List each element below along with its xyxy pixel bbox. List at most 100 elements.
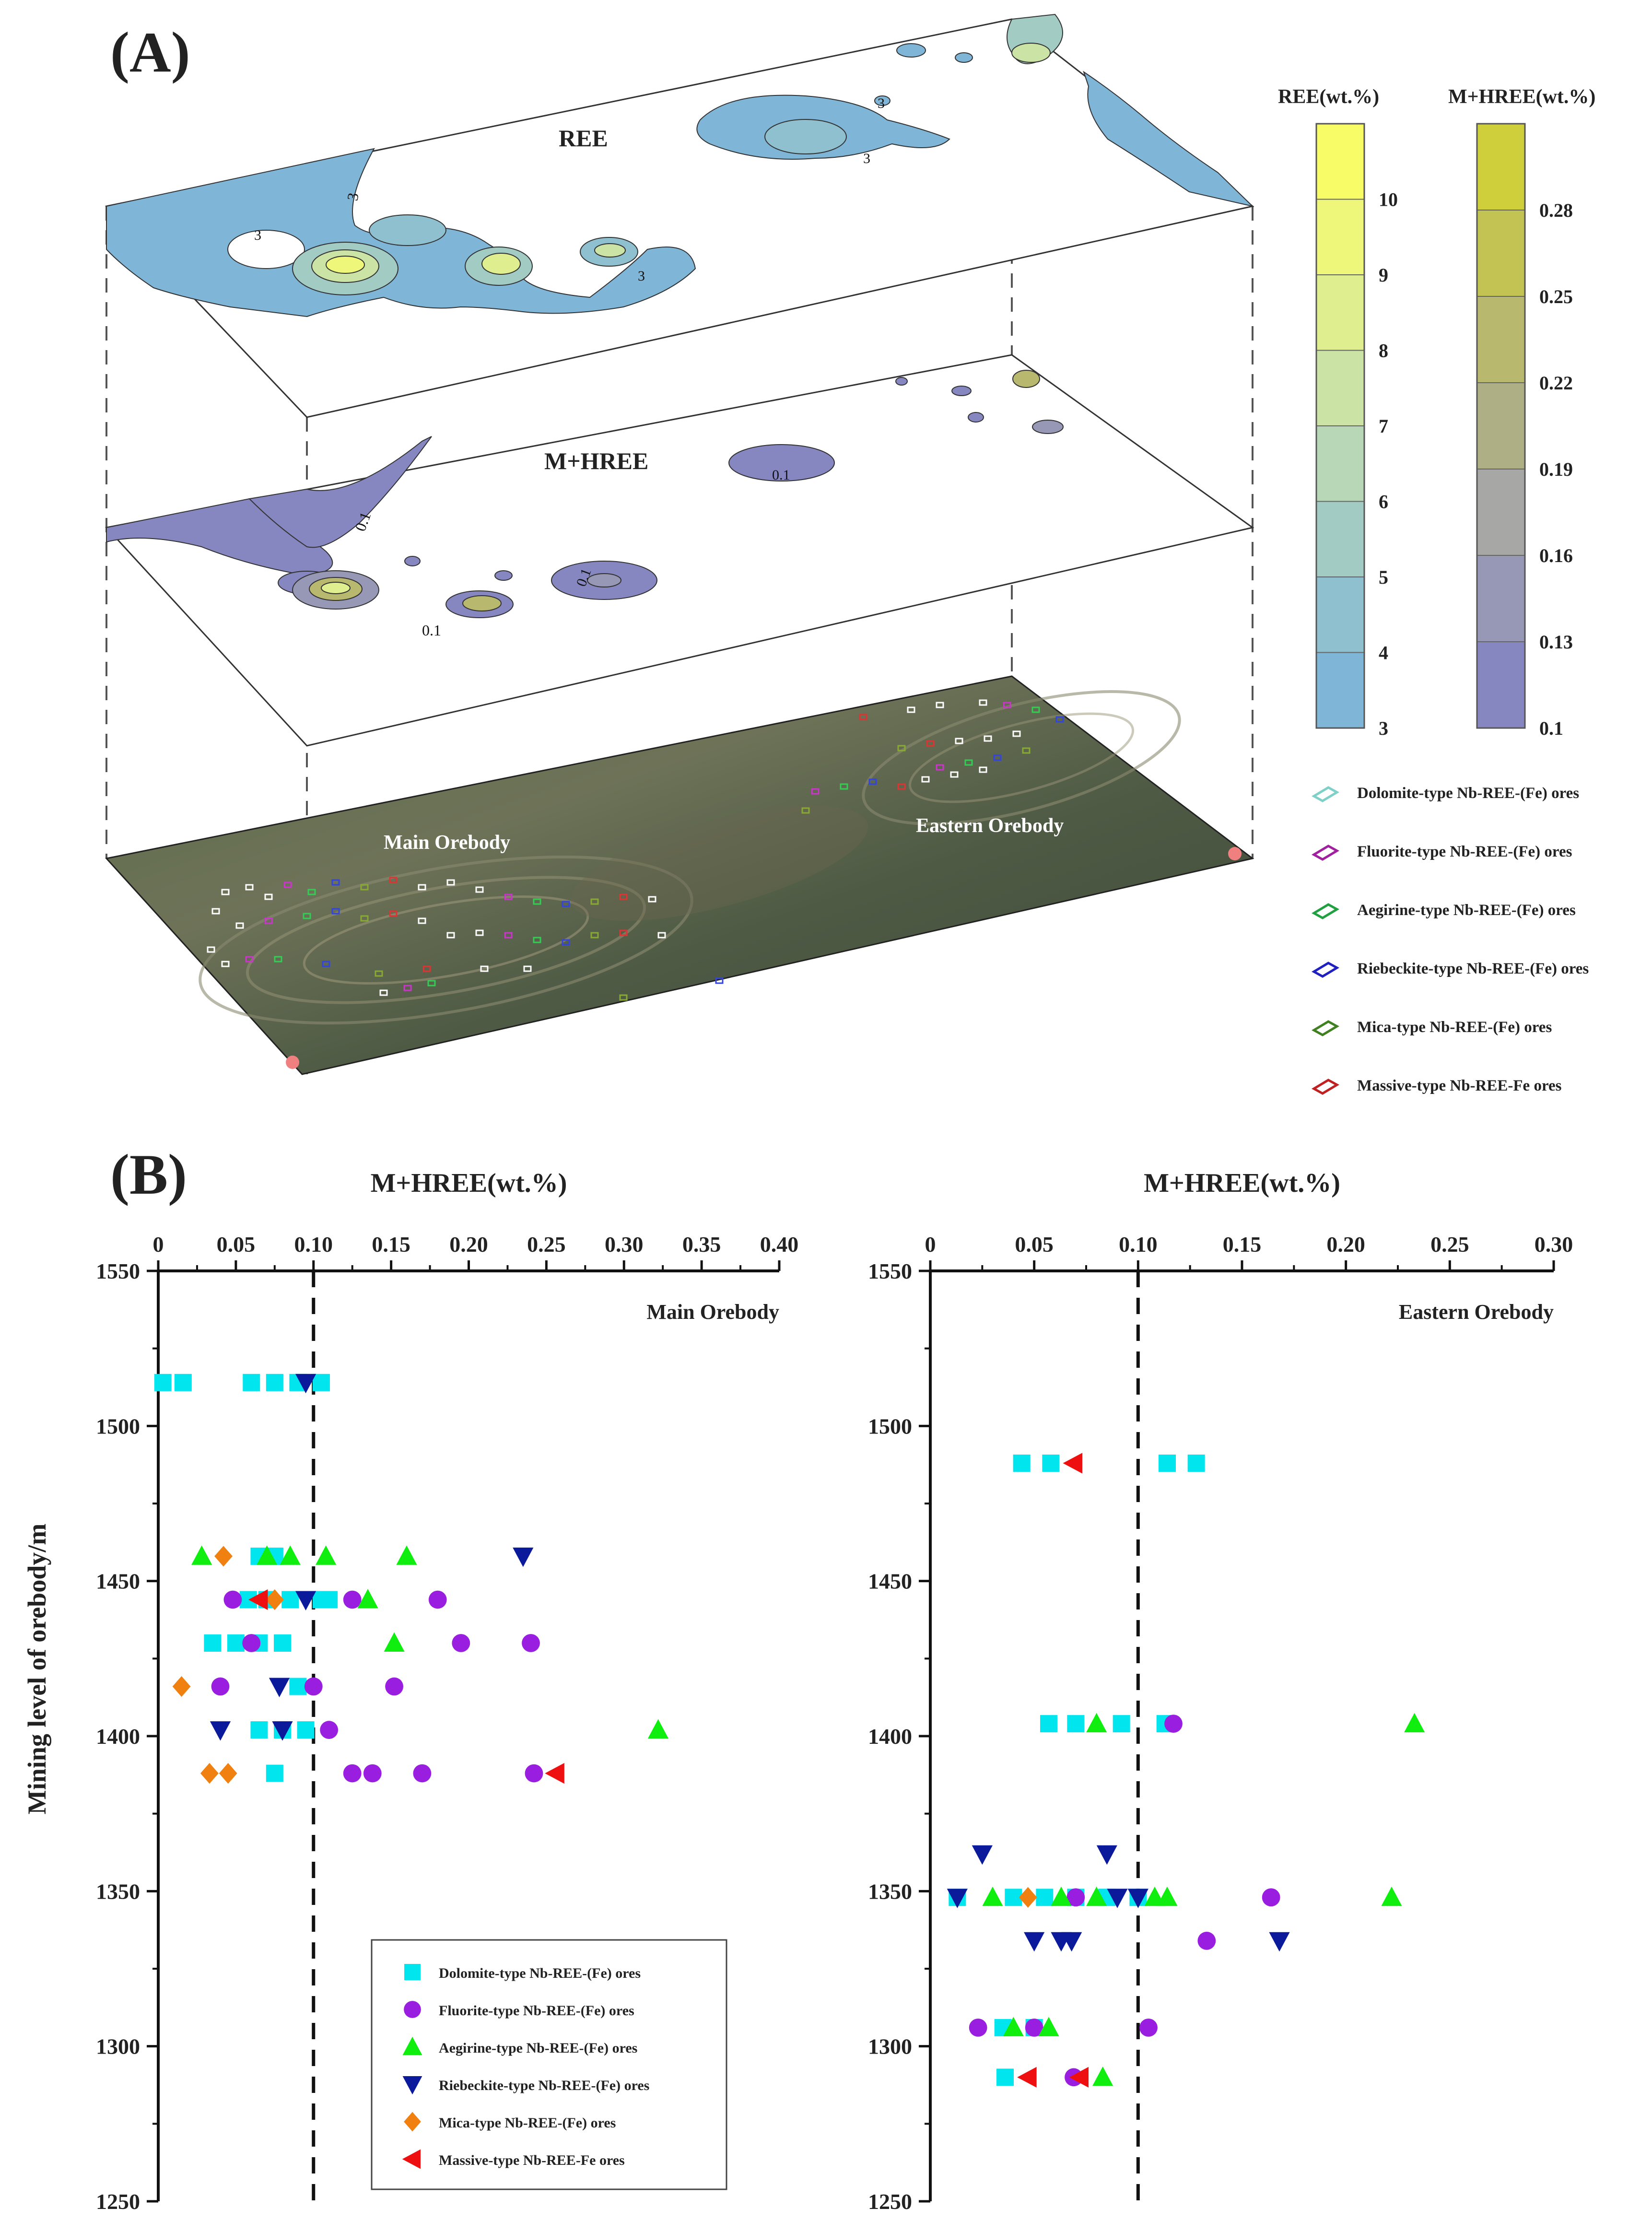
colorbar-tick-label: 6 (1379, 491, 1388, 513)
colorbar-band (1316, 274, 1365, 351)
colorbar-band (1476, 641, 1525, 728)
map-ore-sample-marker (1003, 702, 1011, 708)
map-ore-sample-marker (221, 889, 230, 895)
dolomite-type-nb-ree-fe-ores-point (1067, 1715, 1085, 1733)
riebeckite-type-nb-ree-fe-ores-point (1096, 1845, 1117, 1865)
map-ore-sample-marker (274, 956, 282, 963)
map-ore-sample-marker (418, 884, 426, 891)
aegirine-type-nb-ree-fe-ores-point (257, 1545, 278, 1565)
x-tick-label: 0.30 (605, 1232, 644, 1257)
map-ore-sample-marker (235, 922, 244, 929)
colorbar-tick-label: 5 (1379, 566, 1388, 588)
dolomite-type-nb-ree-fe-ores-point (154, 1374, 172, 1391)
fluorite-type-nb-ree-fe-ores-point (242, 1634, 261, 1652)
fluorite-type-nb-ree-fe-ores-point (428, 1590, 447, 1609)
map-ore-sample-marker (936, 764, 944, 771)
fluorite-type-nb-ree-fe-ores-point (1262, 1888, 1280, 1907)
map-ore-sample-marker (964, 759, 973, 766)
dolomite-type-nb-ree-fe-ores-point (1040, 1715, 1057, 1733)
dolomite-type-nb-ree-fe-ores-point (1042, 1454, 1060, 1472)
dolomite-type-nb-ree-fe-ores-legend-marker (404, 1964, 421, 1980)
map-ore-sample-marker (897, 783, 906, 790)
legend-a-label: Fluorite-type Nb-REE-(Fe) ores (1357, 843, 1572, 860)
massive-type-nb-ree-fe-ores-point (248, 1589, 268, 1610)
map-ore-sample-marker (446, 932, 455, 939)
map-ore-sample-marker (936, 702, 944, 708)
massive-type-nb-ree-fe-ores-point (1069, 2067, 1089, 2088)
map-ore-sample-marker (1012, 730, 1021, 737)
x-tick-label: 0.20 (1326, 1232, 1365, 1257)
colorbar-tick-label: 0.19 (1539, 458, 1573, 480)
map-ore-sample-marker (264, 917, 273, 924)
map-ore-sample-marker (811, 788, 820, 795)
map-ore-sample-marker (955, 738, 963, 744)
legend-a-label: Aegirine-type Nb-REE-(Fe) ores (1357, 902, 1576, 919)
map-ore-sample-marker (322, 961, 330, 967)
map-ore-sample-marker (590, 932, 599, 939)
dolomite-type-nb-ree-fe-ores-point (274, 1634, 291, 1652)
mhree-contour-layer: 0.1 0.1 0.1 0.1 M+HREE (105, 354, 1254, 747)
chart-title: Main Orebody (646, 1300, 779, 1324)
aegirine-type-nb-ree-fe-ores-point (1381, 1886, 1402, 1906)
mica-type-nb-ree-fe-ores-point (219, 1763, 237, 1784)
aegirine-type-nb-ree-fe-ores-point (1092, 2066, 1113, 2086)
y-tick-label: 1450 (96, 1569, 140, 1594)
y-tick-label: 1300 (96, 2034, 140, 2059)
map-ore-sample-marker (979, 699, 987, 706)
satellite-map-layer (105, 675, 1254, 1075)
map-ore-sample-marker (375, 970, 383, 977)
map-ore-sample-marker (1031, 706, 1040, 713)
aegirine-type-nb-ree-fe-ores-point (1003, 2017, 1024, 2036)
massive-type-nb-ree-fe-ores-point (1063, 1453, 1082, 1474)
y-tick-label: 1550 (96, 1259, 140, 1283)
y-tick-label: 1400 (96, 1724, 140, 1749)
map-ore-sample-marker (562, 901, 570, 907)
fluorite-type-nb-ree-fe-ores-point (304, 1677, 323, 1696)
main-orebody-map-label: Main Orebody (384, 832, 510, 854)
map-ore-sample-marker (422, 965, 431, 972)
dolomite-type-nb-ree-fe-ores-point (996, 2068, 1014, 2086)
colorbar-tick-label: 0.28 (1539, 200, 1573, 221)
map-ore-sample-marker (590, 898, 599, 905)
x-tick-label: 0.10 (294, 1232, 333, 1257)
map-ore-sample-marker (984, 735, 992, 742)
panel-b-charts: Mining level of orebody/m 0 0.05 0.10 0.15 0… (23, 1168, 1573, 2214)
map-ore-sample-marker (389, 910, 398, 917)
colorbar-band (1476, 382, 1525, 470)
colorbar-band (1316, 652, 1365, 728)
ree-colorbar: REE(wt.%) 3 4 5 6 7 8 9 10 (1278, 86, 1398, 739)
map-ore-sample-marker (403, 985, 412, 991)
fluorite-type-nb-ree-fe-ores-point (1025, 2018, 1043, 2037)
map-ore-sample-marker (562, 939, 570, 946)
y-tick-label: 1350 (868, 1879, 912, 1903)
y-tick-label: 1300 (868, 2034, 912, 2059)
riebeckite-type-nb-ree-fe-ores-point (1269, 1932, 1290, 1952)
panel-a-label: (A) (110, 20, 190, 84)
y-tick-label: 1250 (96, 2189, 140, 2214)
riebeckite-type-nb-ree-fe-ores-point (1127, 1889, 1148, 1908)
map-ore-sample-marker (360, 915, 369, 922)
x-tick-label: 0.05 (1015, 1232, 1054, 1257)
dolomite-type-nb-ree-fe-ores-point (320, 1591, 338, 1609)
aegirine-type-nb-ree-fe-ores-legend-marker (402, 2036, 422, 2055)
colorbar-tick-label: 9 (1379, 264, 1388, 286)
map-ore-sample-marker (657, 932, 666, 939)
aegirine-type-nb-ree-fe-ores-point (357, 1588, 378, 1609)
aegirine-type-nb-ree-fe-ores-point (1086, 1886, 1107, 1906)
riebeckite-type-nb-ree-fe-ores-point (210, 1721, 231, 1741)
panel-b-legend: Dolomite-type Nb-REE-(Fe) ores Fluorite-t… (371, 1939, 727, 2190)
aegirine-type-nb-ree-fe-ores-point (396, 1545, 417, 1565)
aegirine-type-nb-ree-fe-ores-point (647, 1719, 669, 1739)
fluorite-type-nb-ree-fe-ores-legend-marker (1312, 845, 1339, 861)
map-ore-sample-marker (389, 877, 398, 883)
eastern-orebody-chart: 0 0.05 0.10 0.15 0.20 0.25 0.30 1550 1500 1450 140… (868, 1168, 1573, 2214)
legend-a-label: Dolomite-type Nb-REE-(Fe) ores (1357, 785, 1579, 802)
riebeckite-type-nb-ree-fe-ores-legend-marker (402, 2076, 422, 2095)
ree-contour-layer: 3 3 3 3 3 REE (105, 13, 1254, 418)
map-ore-sample-marker (897, 745, 906, 752)
map-ore-sample-marker (221, 961, 230, 967)
aegirine-type-nb-ree-fe-ores-point (982, 1886, 1003, 1906)
legend-b-label: Mica-type Nb-REE-(Fe) ores (439, 2115, 616, 2131)
map-ore-sample-marker (533, 937, 541, 943)
massive-type-nb-ree-fe-ores-legend-marker (1312, 1079, 1339, 1095)
